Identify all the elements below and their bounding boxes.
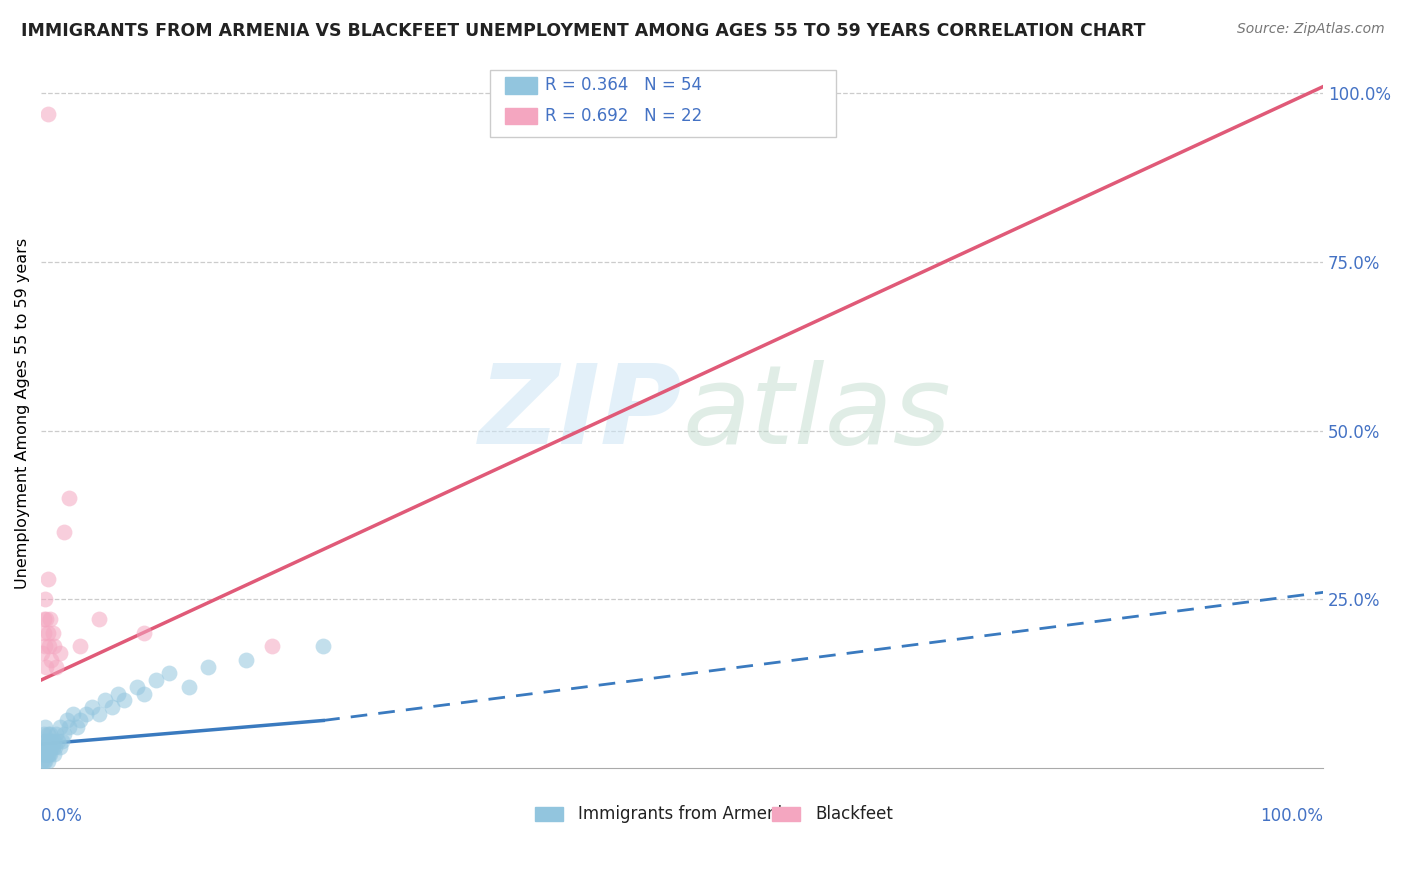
- Point: [69, 640, 91, 654]
- Point: [37, 747, 59, 762]
- Text: Blackfeet: Blackfeet: [815, 805, 893, 822]
- Text: Immigrants from Armenia: Immigrants from Armenia: [578, 805, 793, 822]
- Point: [145, 673, 167, 687]
- Point: [51, 733, 73, 747]
- Point: [42, 733, 65, 747]
- Point: [37, 572, 59, 586]
- Text: atlas: atlas: [682, 360, 950, 467]
- Point: [39, 612, 62, 626]
- Point: [32, 612, 55, 626]
- Point: [38, 640, 60, 654]
- Text: 100.0%: 100.0%: [1260, 806, 1323, 824]
- Point: [35, 747, 58, 762]
- Point: [107, 686, 129, 700]
- Point: [132, 686, 155, 700]
- Point: [32, 625, 55, 640]
- Point: [35, 659, 58, 673]
- Point: [49, 740, 72, 755]
- Bar: [505, 108, 537, 124]
- Point: [114, 693, 136, 707]
- Point: [53, 727, 76, 741]
- Point: [39, 727, 62, 741]
- Point: [34, 720, 56, 734]
- Text: R = 0.364   N = 54: R = 0.364 N = 54: [546, 76, 702, 94]
- Point: [34, 740, 56, 755]
- Bar: [534, 806, 562, 821]
- Point: [32, 727, 55, 741]
- Text: 0.0%: 0.0%: [41, 806, 83, 824]
- Point: [55, 714, 77, 728]
- Point: [41, 653, 63, 667]
- Point: [58, 491, 80, 505]
- Point: [260, 640, 283, 654]
- Point: [34, 592, 56, 607]
- Point: [49, 646, 72, 660]
- Point: [177, 680, 200, 694]
- Point: [37, 727, 59, 741]
- Point: [62, 706, 84, 721]
- Point: [127, 680, 149, 694]
- Point: [87, 612, 110, 626]
- Point: [100, 700, 122, 714]
- Point: [312, 640, 335, 654]
- Point: [75, 706, 97, 721]
- Point: [44, 740, 66, 755]
- Point: [31, 646, 53, 660]
- Text: ZIP: ZIP: [478, 360, 682, 467]
- Point: [34, 747, 56, 762]
- Point: [66, 720, 89, 734]
- Point: [31, 747, 53, 762]
- Point: [38, 733, 60, 747]
- Point: [35, 733, 58, 747]
- Point: [53, 524, 76, 539]
- Point: [31, 754, 53, 768]
- Point: [31, 740, 53, 755]
- Point: [38, 747, 60, 762]
- Text: R = 0.692   N = 22: R = 0.692 N = 22: [546, 106, 702, 125]
- Point: [58, 720, 80, 734]
- Point: [132, 625, 155, 640]
- Point: [197, 659, 219, 673]
- Point: [41, 625, 63, 640]
- Point: [39, 747, 62, 762]
- Text: IMMIGRANTS FROM ARMENIA VS BLACKFEET UNEMPLOYMENT AMONG AGES 55 TO 59 YEARS CORR: IMMIGRANTS FROM ARMENIA VS BLACKFEET UNE…: [21, 22, 1146, 40]
- Point: [82, 700, 104, 714]
- Point: [34, 754, 56, 768]
- Point: [42, 747, 65, 762]
- Point: [157, 666, 180, 681]
- Point: [35, 740, 58, 755]
- Text: Source: ZipAtlas.com: Source: ZipAtlas.com: [1237, 22, 1385, 37]
- Bar: [772, 806, 800, 821]
- Bar: [505, 78, 537, 94]
- Point: [49, 720, 72, 734]
- Point: [37, 754, 59, 768]
- Point: [32, 747, 55, 762]
- Point: [46, 733, 69, 747]
- Point: [32, 754, 55, 768]
- Point: [45, 727, 67, 741]
- Point: [42, 640, 65, 654]
- Point: [235, 653, 257, 667]
- FancyBboxPatch shape: [489, 70, 837, 137]
- Point: [69, 714, 91, 728]
- Point: [34, 640, 56, 654]
- Point: [37, 106, 59, 120]
- Y-axis label: Unemployment Among Ages 55 to 59 years: Unemployment Among Ages 55 to 59 years: [15, 238, 30, 590]
- Point: [94, 693, 117, 707]
- Point: [41, 733, 63, 747]
- Point: [38, 740, 60, 755]
- Point: [41, 740, 63, 755]
- Point: [87, 706, 110, 721]
- Point: [32, 733, 55, 747]
- Point: [45, 659, 67, 673]
- Point: [35, 612, 58, 626]
- Point: [37, 625, 59, 640]
- Point: [41, 740, 63, 755]
